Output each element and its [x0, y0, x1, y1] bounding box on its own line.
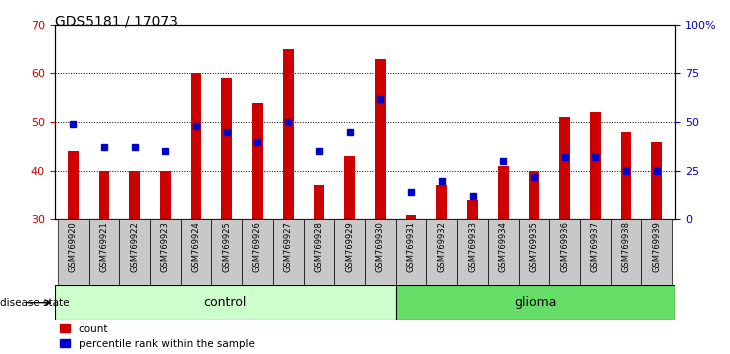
Bar: [396, 285, 675, 320]
Bar: [55, 285, 396, 320]
Bar: [457, 219, 488, 285]
Bar: [160, 171, 171, 219]
Text: GSM769938: GSM769938: [622, 222, 631, 273]
Bar: [549, 219, 580, 285]
Text: GSM769921: GSM769921: [99, 222, 108, 272]
Bar: [58, 219, 88, 285]
Text: GSM769927: GSM769927: [284, 222, 293, 272]
Bar: [620, 132, 631, 219]
Text: GSM769920: GSM769920: [69, 222, 77, 272]
Bar: [365, 219, 396, 285]
Text: GSM769930: GSM769930: [376, 222, 385, 272]
Legend: count, percentile rank within the sample: count, percentile rank within the sample: [60, 324, 255, 349]
Bar: [88, 219, 119, 285]
Bar: [314, 185, 324, 219]
Bar: [252, 103, 263, 219]
Bar: [68, 152, 79, 219]
Bar: [212, 219, 242, 285]
Bar: [273, 219, 304, 285]
Bar: [150, 219, 181, 285]
Text: GSM769934: GSM769934: [499, 222, 508, 272]
Bar: [304, 219, 334, 285]
Bar: [642, 219, 672, 285]
Bar: [345, 156, 355, 219]
Bar: [559, 117, 570, 219]
Bar: [406, 215, 416, 219]
Bar: [283, 49, 293, 219]
Bar: [590, 113, 601, 219]
Text: disease state: disease state: [0, 298, 69, 308]
Bar: [437, 185, 447, 219]
Bar: [488, 219, 518, 285]
Bar: [191, 73, 201, 219]
Bar: [375, 59, 385, 219]
Text: GSM769931: GSM769931: [407, 222, 415, 272]
Text: glioma: glioma: [515, 296, 557, 309]
Bar: [518, 219, 549, 285]
Bar: [221, 78, 232, 219]
Text: GSM769925: GSM769925: [222, 222, 231, 272]
Text: GSM769932: GSM769932: [437, 222, 446, 272]
Bar: [396, 219, 426, 285]
Text: GSM769935: GSM769935: [529, 222, 539, 272]
Bar: [334, 219, 365, 285]
Bar: [181, 219, 212, 285]
Text: GSM769928: GSM769928: [315, 222, 323, 272]
Text: GSM769926: GSM769926: [253, 222, 262, 272]
Bar: [498, 166, 509, 219]
Bar: [467, 200, 478, 219]
Bar: [651, 142, 662, 219]
Text: GSM769922: GSM769922: [130, 222, 139, 272]
Text: GSM769929: GSM769929: [345, 222, 354, 272]
Text: GSM769936: GSM769936: [560, 222, 569, 273]
Bar: [242, 219, 273, 285]
Bar: [529, 171, 539, 219]
Text: GSM769924: GSM769924: [191, 222, 201, 272]
Text: GSM769939: GSM769939: [653, 222, 661, 272]
Bar: [129, 171, 140, 219]
Bar: [119, 219, 150, 285]
Bar: [426, 219, 457, 285]
Text: GDS5181 / 17073: GDS5181 / 17073: [55, 14, 177, 28]
Text: GSM769933: GSM769933: [468, 222, 477, 273]
Text: GSM769937: GSM769937: [591, 222, 600, 273]
Text: GSM769923: GSM769923: [161, 222, 170, 272]
Bar: [99, 171, 110, 219]
Bar: [580, 219, 611, 285]
Text: control: control: [204, 296, 247, 309]
Bar: [611, 219, 642, 285]
